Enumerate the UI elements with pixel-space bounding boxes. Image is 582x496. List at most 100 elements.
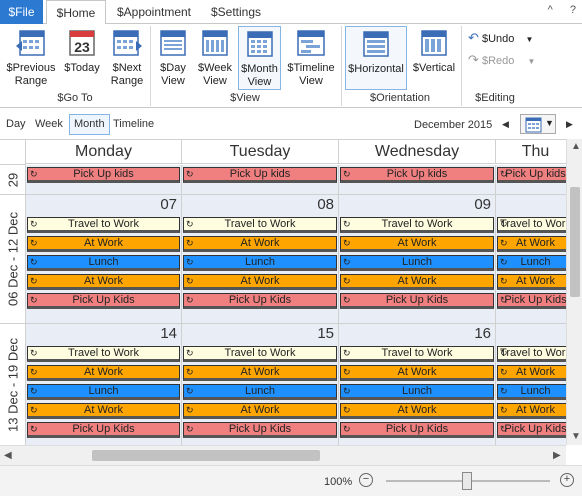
day-cell[interactable]: ↻ Travel to Work ↻ At Work ↻ Lunch ↻ At Work ↻ Pi… (496, 324, 566, 445)
horizontal-button[interactable]: $Horizontal (345, 26, 407, 90)
appointment[interactable]: ↻ Lunch (183, 255, 337, 271)
appointment[interactable]: ↻ Lunch (497, 255, 566, 271)
previous-range-button[interactable]: $Previous Range (3, 26, 59, 90)
appointment[interactable]: ↻ Pick Up kids (497, 167, 566, 183)
appointment[interactable]: ↻ Pick Up Kids (183, 422, 337, 438)
day-cell[interactable]: ↻ Pick Up kids (496, 165, 566, 195)
appointment[interactable]: ↻ Pick Up kids (27, 167, 180, 183)
scroll-right-icon[interactable]: ▶ (553, 450, 561, 461)
week-view-button[interactable]: $Week View (195, 26, 235, 90)
help-icon[interactable]: ? (569, 4, 576, 16)
day-cell[interactable]: 15 ↻ Travel to Work ↻ At Work ↻ Lunch ↻ At Work ↻… (182, 324, 339, 445)
appointment[interactable]: ↻ Lunch (27, 384, 180, 400)
appointment[interactable]: ↻ Pick Up kids (340, 167, 494, 183)
day-cell[interactable]: 08 ↻ Travel to Work ↻ At Work ↻ Lunch ↻ At Work ↻… (182, 195, 339, 324)
appointment[interactable]: ↻ Pick Up Kids (340, 293, 494, 309)
recurrence-icon: ↻ (30, 405, 38, 415)
redo-dropdown-icon[interactable]: ▼ (527, 57, 536, 66)
view-week-button[interactable]: Week (35, 118, 63, 130)
prev-date-icon[interactable]: ◀ (502, 119, 509, 129)
day-cell[interactable]: ↻ Pick Up kids (339, 165, 496, 195)
appointment[interactable]: ↻ At Work (340, 365, 494, 381)
appointment[interactable]: ↻ At Work (183, 274, 337, 290)
day-cell[interactable]: 07 ↻ Travel to Work ↻ At Work ↻ Lunch ↻ At Work ↻… (26, 195, 182, 324)
appointment[interactable]: ↻ Travel to Work (497, 217, 566, 233)
appointment-subject: Pick Up Kids (228, 294, 292, 306)
scroll-up-icon[interactable]: ▲ (571, 141, 581, 152)
collapse-ribbon-icon[interactable]: ^ (547, 4, 553, 16)
appointment[interactable]: ↻ At Work (27, 365, 180, 381)
appointment[interactable]: ↻ Pick Up kids (183, 167, 337, 183)
recurrence-icon: ↻ (186, 238, 194, 248)
appointment[interactable]: ↻ Travel to Work (27, 217, 180, 233)
appointment[interactable]: ↻ Lunch (497, 384, 566, 400)
zoom-in-button[interactable]: + (560, 473, 574, 487)
view-timeline-button[interactable]: Timeline (113, 118, 155, 130)
appointment[interactable]: ↻ At Work (340, 403, 494, 419)
today-button[interactable]: 23 $Today (62, 26, 102, 90)
appointment[interactable]: ↻ At Work (340, 236, 494, 252)
appointment[interactable]: ↻ Travel to Work (497, 346, 566, 362)
appointment[interactable]: ↻ Pick Up Kids (27, 422, 180, 438)
horizontal-scrollbar[interactable]: ◀ ▶ (0, 445, 566, 465)
tab-appointment[interactable]: $Appointment (116, 5, 192, 19)
appointment[interactable]: ↻ Travel to Work (183, 217, 337, 233)
day-cell[interactable]: 14 ↻ Travel to Work ↻ At Work ↻ Lunch ↻ At Work ↻… (26, 324, 182, 445)
day-view-button[interactable]: $Day View (154, 26, 192, 90)
timeline-view-button[interactable]: $Timeline View (285, 26, 337, 90)
view-day-button[interactable]: Day (6, 118, 26, 130)
next-range-button[interactable]: $Next Range (106, 26, 148, 90)
next-date-icon[interactable]: ▶ (566, 119, 573, 129)
recurrence-icon: ↻ (186, 405, 194, 415)
appointment[interactable]: ↻ At Work (183, 365, 337, 381)
appointment-subject: At Work (84, 366, 123, 378)
vertical-scroll-thumb[interactable] (570, 187, 580, 297)
appointment[interactable]: ↻ At Work (27, 403, 180, 419)
appointment[interactable]: ↻ Travel to Work (340, 346, 494, 362)
horizontal-scroll-thumb[interactable] (92, 450, 320, 461)
appointment[interactable]: ↻ At Work (183, 236, 337, 252)
appointment[interactable]: ↻ At Work (497, 403, 566, 419)
undo-button[interactable]: ↶ $Undo ▼ (468, 31, 533, 47)
day-cell[interactable]: ↻ Pick Up kids (26, 165, 182, 195)
day-cell[interactable]: ↻ Pick Up kids (182, 165, 339, 195)
appointment[interactable]: ↻ Pick Up Kids (497, 422, 566, 438)
appointment[interactable]: ↻ Travel to Work (183, 346, 337, 362)
date-picker-dropdown[interactable]: ▼ (520, 114, 556, 134)
month-view-button[interactable]: $Month View (238, 26, 281, 90)
appointment[interactable]: ↻ Travel to Work (340, 217, 494, 233)
appointment[interactable]: ↻ Travel to Work (27, 346, 180, 362)
appointment[interactable]: ↻ At Work (497, 274, 566, 290)
view-month-button[interactable]: Month (69, 114, 110, 135)
appointment[interactable]: ↻ At Work (183, 403, 337, 419)
appointment[interactable]: ↻ Pick Up Kids (27, 293, 180, 309)
appointment[interactable]: ↻ Pick Up Kids (497, 293, 566, 309)
redo-button[interactable]: ↷ $Redo ▼ (468, 53, 535, 69)
zoom-out-button[interactable]: − (359, 473, 373, 487)
tab-home[interactable]: $Home (46, 0, 106, 25)
appointment[interactable]: ↻ Lunch (27, 255, 180, 271)
vertical-button[interactable]: $Vertical (411, 26, 457, 90)
appointment[interactable]: ↻ At Work (497, 236, 566, 252)
appointment[interactable]: ↻ At Work (340, 274, 494, 290)
week-view-icon (202, 30, 228, 56)
undo-dropdown-icon[interactable]: ▼ (525, 35, 534, 44)
appointment[interactable]: ↻ Lunch (183, 384, 337, 400)
appointment[interactable]: ↻ Lunch (340, 384, 494, 400)
scroll-left-icon[interactable]: ◀ (4, 450, 12, 461)
appointment[interactable]: ↻ Lunch (340, 255, 494, 271)
zoom-slider-thumb[interactable] (462, 472, 472, 490)
day-cell[interactable]: ↻ Travel to Work ↻ At Work ↻ Lunch ↻ At Work ↻ Pi… (496, 195, 566, 324)
day-cell[interactable]: 09 ↻ Travel to Work ↻ At Work ↻ Lunch ↻ At Work ↻… (339, 195, 496, 324)
appointment[interactable]: ↻ Pick Up Kids (340, 422, 494, 438)
tab-file[interactable]: $File (0, 0, 43, 24)
tab-settings[interactable]: $Settings (210, 5, 262, 19)
appointment[interactable]: ↻ Pick Up Kids (183, 293, 337, 309)
day-cell[interactable]: 16 ↻ Travel to Work ↻ At Work ↻ Lunch ↻ At Work ↻… (339, 324, 496, 445)
appointment[interactable]: ↻ At Work (497, 365, 566, 381)
vertical-scrollbar[interactable]: ▲ ▼ (566, 139, 582, 445)
scroll-down-icon[interactable]: ▼ (571, 431, 581, 442)
appointment-subject: Travel to Work (68, 218, 139, 230)
appointment[interactable]: ↻ At Work (27, 236, 180, 252)
appointment[interactable]: ↻ At Work (27, 274, 180, 290)
